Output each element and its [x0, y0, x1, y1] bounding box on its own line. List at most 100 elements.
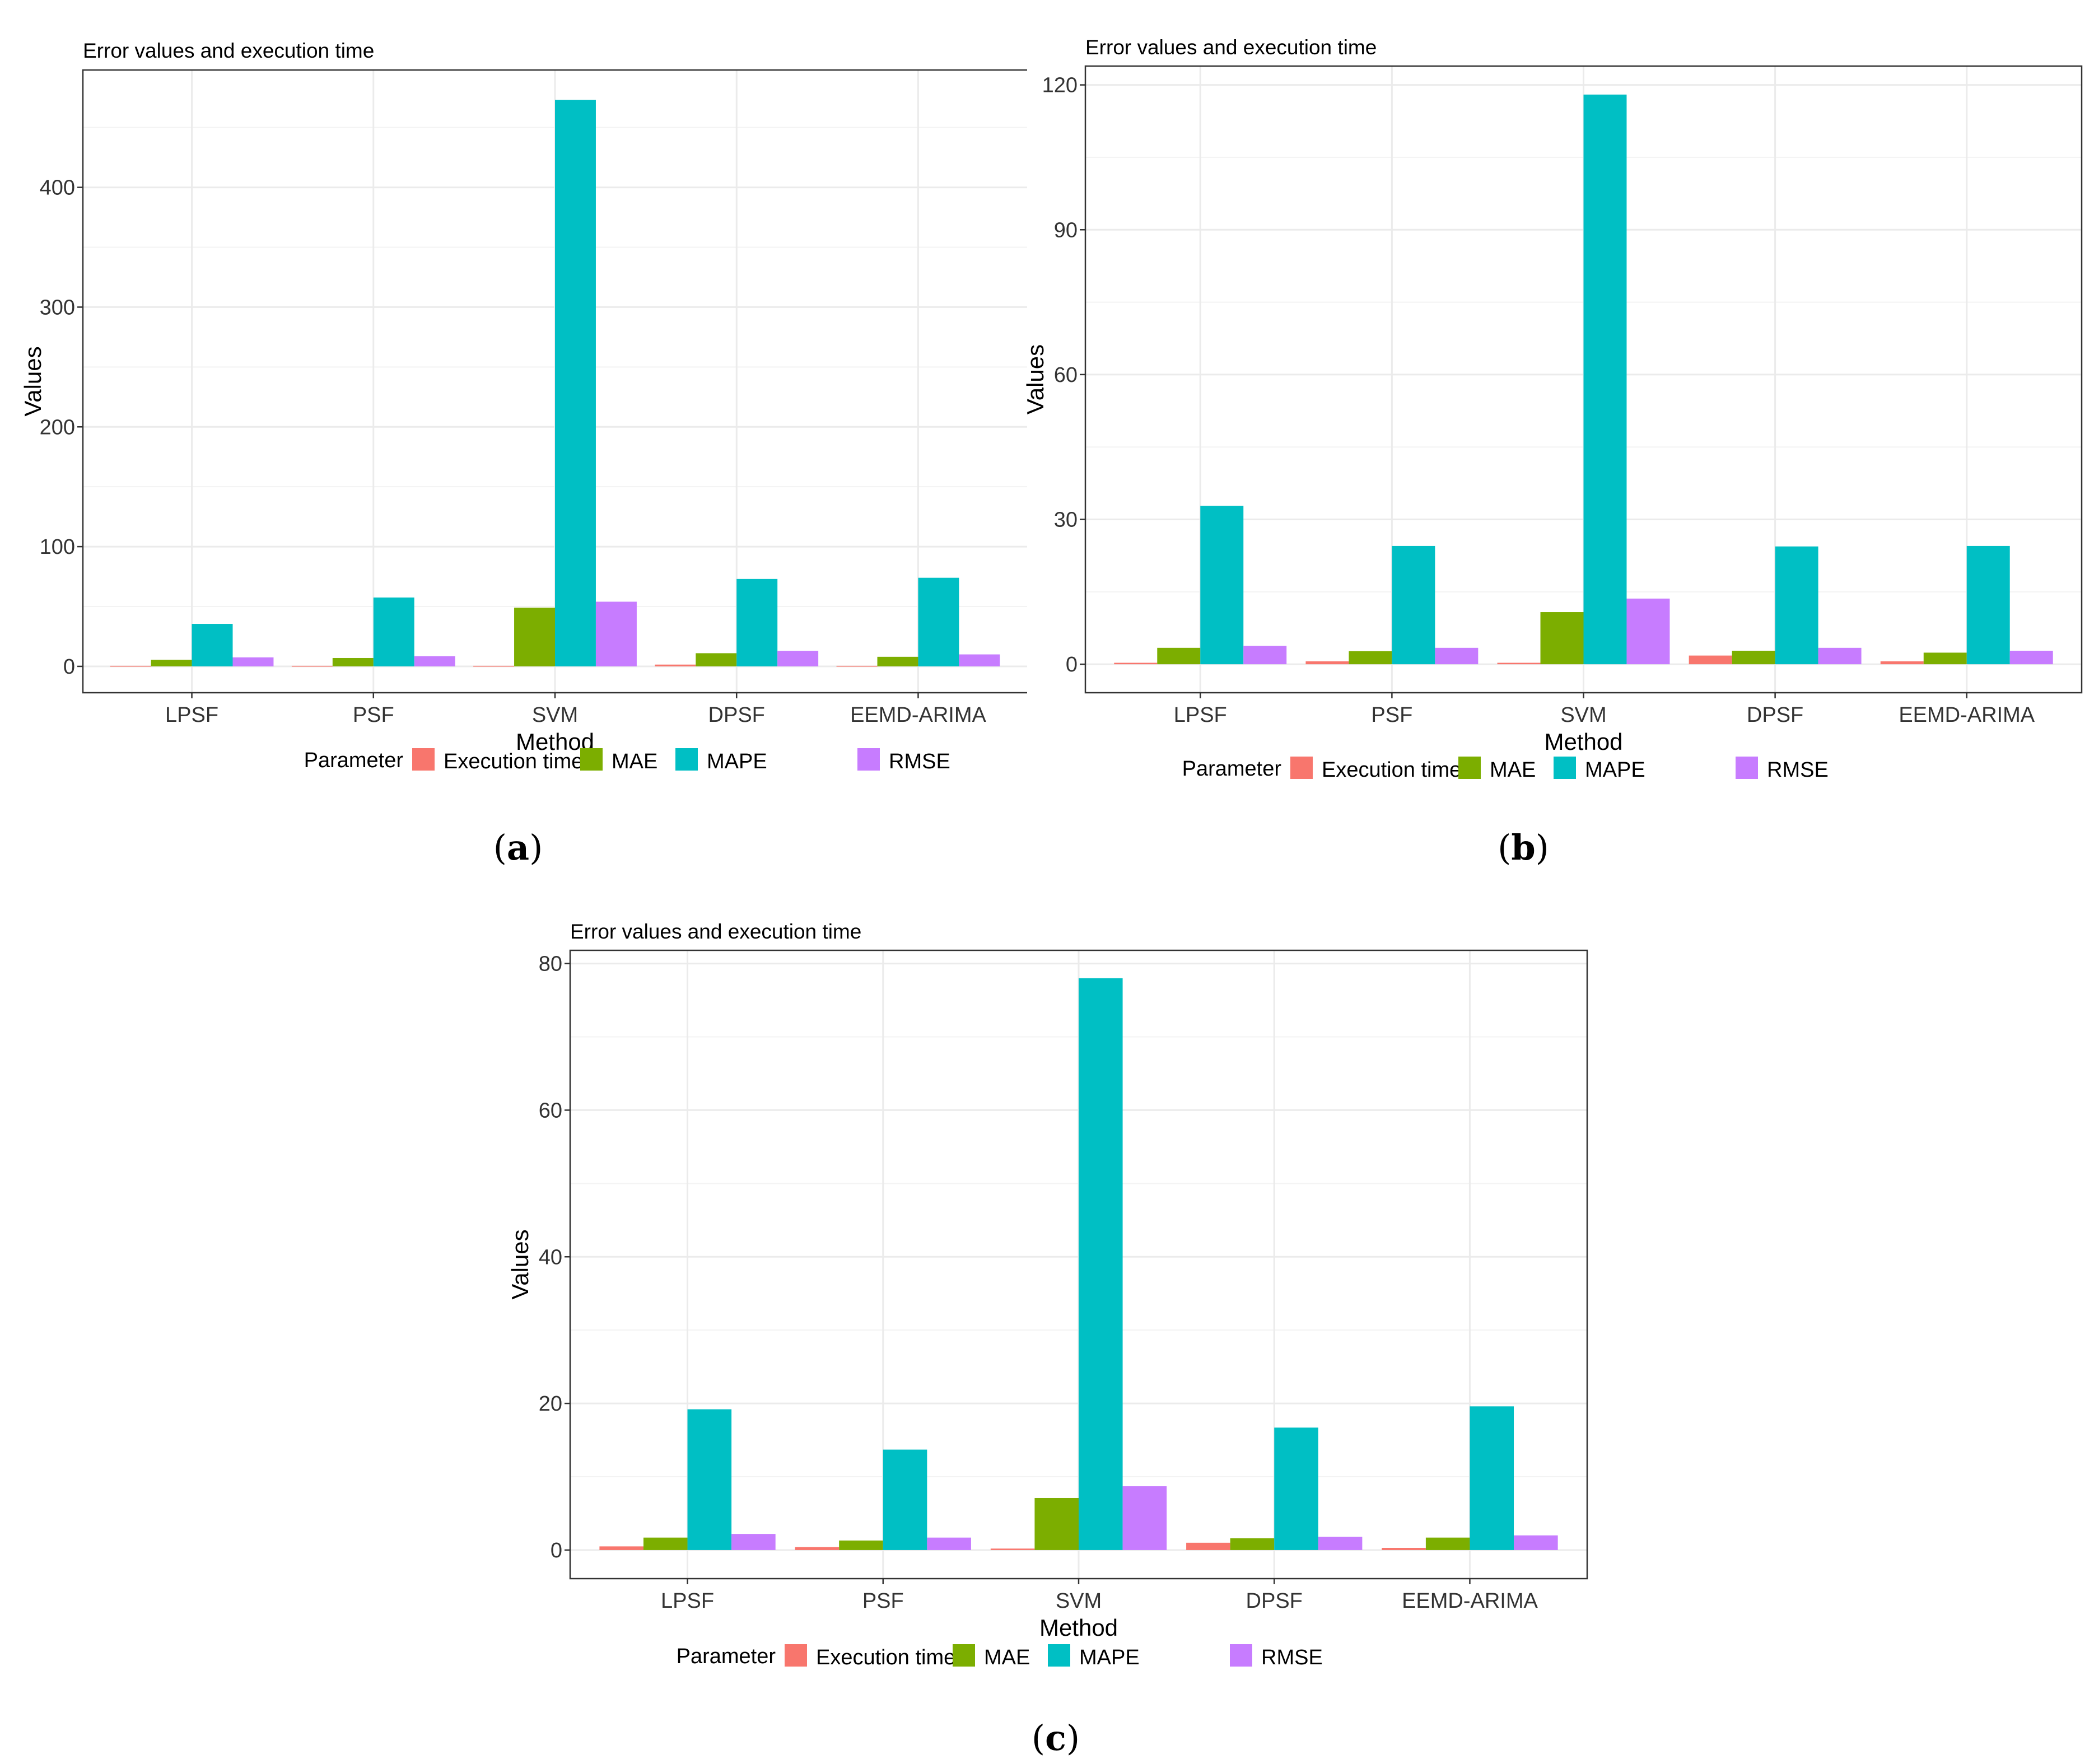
chart-a-caption-letter: a: [507, 827, 529, 868]
chart-a-bar-eemd-arima-execution-time: [836, 665, 878, 667]
chart-a-x-tick-label-eemd-arima: EEMD-ARIMA: [850, 703, 986, 727]
chart-b-legend-key-mape: [1554, 757, 1576, 779]
panel-b: Error values and execution time 0 30 60 90 12…: [1022, 36, 2083, 868]
chart-b-title: Error values and execution time: [1085, 36, 1377, 59]
chart-a-bar-eemd-arima-rmse: [959, 654, 1000, 666]
chart-a-bar-lpsf-mae: [151, 660, 192, 666]
chart-b-plot-area: [1085, 66, 2082, 693]
chart-b-bar-lpsf-execution-time: [1114, 662, 1158, 665]
chart-b-x-tick-label-svm: SVM: [1560, 703, 1606, 727]
chart-b-legend-key-execution-time: [1290, 757, 1313, 779]
chart-a-bar-eemd-arima-mape: [918, 577, 959, 666]
chart-c-x-tick-label-eemd-arima: EEMD-ARIMA: [1402, 1589, 1538, 1613]
chart-c-bar-psf-rmse: [927, 1537, 971, 1550]
chart-b-legend-label-execution-time: Execution time: [1322, 758, 1461, 782]
chart-c-bar-eemd-arima-execution-time: [1382, 1548, 1426, 1550]
chart-a-x-tick-label-psf: PSF: [353, 703, 394, 727]
chart-c-bar-eemd-arima-mae: [1425, 1537, 1470, 1550]
chart-c-bar-psf-mape: [883, 1449, 927, 1550]
chart-c-bar-dpsf-mae: [1230, 1538, 1275, 1550]
chart-c-bar-dpsf-execution-time: [1186, 1542, 1230, 1550]
chart-b-legend-title: Parameter: [1182, 757, 1282, 781]
chart-c-y-tick-label: 60: [539, 1099, 562, 1122]
chart-c-bar-svm-execution-time: [990, 1548, 1035, 1550]
chart-c-y-axis-title: Values: [507, 1229, 533, 1299]
chart-a-bar-svm-mae: [514, 608, 555, 666]
chart-a-legend-label-mape: MAPE: [707, 750, 767, 773]
chart-b-bar-psf-execution-time: [1305, 661, 1349, 665]
chart-a-legend-key-rmse: [857, 748, 880, 771]
chart-a-bar-svm-rmse: [595, 601, 637, 666]
chart-a-bar-psf-execution-time: [291, 665, 333, 667]
chart-a-bar-dpsf-rmse: [777, 651, 819, 666]
chart-b-x-tick-label-psf: PSF: [1371, 703, 1412, 727]
chart-b-caption: (b): [1498, 827, 1549, 868]
chart-c-bar-dpsf-mape: [1274, 1427, 1318, 1550]
chart-b-x-axis-title: Method: [1544, 729, 1622, 755]
chart-b-bar-psf-rmse: [1435, 647, 1479, 665]
chart-c-y-tick-label: 40: [539, 1245, 562, 1269]
chart-c-bar-lpsf-mae: [643, 1537, 688, 1550]
chart-c-bar-svm-rmse: [1122, 1486, 1167, 1550]
chart-c-legend-label-rmse: RMSE: [1261, 1646, 1323, 1669]
chart-a-y-tick-label: 300: [40, 296, 75, 319]
chart-b-bar-eemd-arima-rmse: [2009, 650, 2053, 665]
chart-b-bar-dpsf-mape: [1775, 546, 1818, 665]
chart-b-bar-svm-mae: [1540, 612, 1584, 665]
chart-a-bar-psf-rmse: [414, 656, 455, 666]
chart-c-title: Error values and execution time: [570, 920, 861, 943]
chart-b-bar-dpsf-rmse: [1818, 647, 1862, 665]
chart-c-legend-label-mae: MAE: [984, 1646, 1030, 1669]
chart-c-x-tick-label-lpsf: LPSF: [661, 1589, 714, 1613]
panel-a: Error values and execution time 0 100 200 30…: [20, 39, 1062, 868]
chart-b-x-tick-label-eemd-arima: EEMD-ARIMA: [1899, 703, 2035, 727]
chart-b-bar-eemd-arima-mape: [1966, 545, 2010, 665]
chart-a-bar-lpsf-execution-time: [110, 665, 151, 667]
chart-b-bar-dpsf-mae: [1732, 650, 1775, 665]
chart-b-legend-key-rmse: [1736, 757, 1758, 779]
chart-b-legend: Parameter Execution time MAE MAPE RMSE: [1182, 757, 1829, 782]
chart-a-x-tick-label-dpsf: DPSF: [708, 703, 765, 727]
chart-c-bar-lpsf-execution-time: [599, 1546, 643, 1550]
chart-a-bar-lpsf-rmse: [232, 657, 274, 666]
chart-b-bar-lpsf-mape: [1200, 506, 1244, 665]
chart-a-bar-dpsf-mape: [736, 578, 778, 666]
chart-a-bar-psf-mae: [332, 657, 374, 666]
chart-a-bar-dpsf-mae: [696, 653, 737, 666]
chart-a-y-tick-label: 200: [40, 416, 75, 439]
chart-c-bar-lpsf-rmse: [731, 1534, 776, 1550]
chart-c-caption-letter: c: [1045, 1718, 1066, 1758]
chart-c-legend-key-mape: [1048, 1644, 1070, 1667]
chart-c-bar-eemd-arima-mape: [1470, 1406, 1514, 1550]
chart-b-x-tick-label-dpsf: DPSF: [1747, 703, 1803, 727]
chart-a-y-tick-label: 0: [63, 655, 75, 679]
chart-c-x-tick-label-psf: PSF: [862, 1589, 904, 1613]
chart-a-y-tick-label: 100: [40, 535, 75, 559]
chart-c-x-tick-label-dpsf: DPSF: [1246, 1589, 1303, 1613]
chart-b-bar-lpsf-rmse: [1243, 646, 1287, 665]
chart-b-y-tick-label: 0: [1066, 653, 1078, 676]
chart-a-crop-mask: [1028, 695, 1062, 734]
chart-c-bar-psf-mae: [839, 1540, 883, 1550]
chart-c-legend-label-execution-time: Execution time: [816, 1646, 955, 1669]
chart-a-legend-title: Parameter: [304, 749, 404, 772]
chart-a-bar-svm-mape: [555, 100, 596, 666]
chart-b-y-tick-label: 120: [1042, 74, 1078, 97]
chart-a-x-tick-label-svm: SVM: [532, 703, 578, 727]
chart-a-bar-dpsf-execution-time: [655, 664, 696, 666]
chart-c-x-tick-label-svm: SVM: [1056, 1589, 1102, 1613]
chart-a-y-tick-label: 400: [40, 176, 75, 200]
chart-c-bar-eemd-arima-rmse: [1514, 1535, 1558, 1550]
chart-a-legend-key-mape: [675, 748, 698, 771]
chart-a-legend-label-execution-time: Execution time: [444, 750, 583, 773]
chart-c-plot-area: [570, 950, 1587, 1579]
chart-c-bar-svm-mape: [1079, 978, 1123, 1550]
chart-c-legend-title: Parameter: [677, 1645, 776, 1668]
chart-a-y-axis-title: Values: [20, 346, 46, 416]
chart-a-legend-key-execution-time: [412, 748, 435, 771]
chart-a-bar-psf-mape: [373, 597, 414, 666]
chart-c-bar-dpsf-rmse: [1318, 1537, 1363, 1550]
chart-c-legend-key-mae: [953, 1644, 975, 1667]
chart-c-legend-key-execution-time: [785, 1644, 807, 1667]
